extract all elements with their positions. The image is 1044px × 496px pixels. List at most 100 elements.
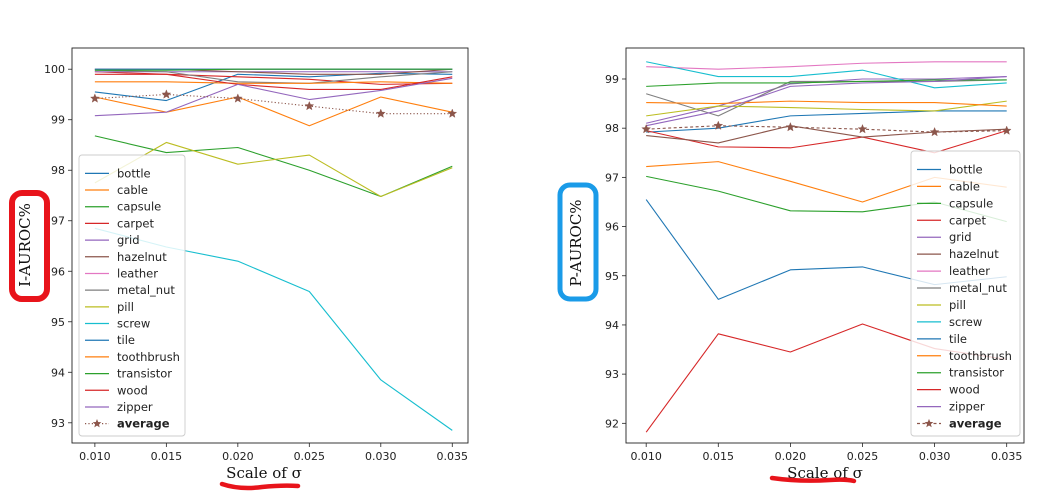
y-tick-label: 97: [605, 171, 619, 184]
average-marker: [641, 124, 652, 134]
x-tick-label: 0.015: [151, 450, 183, 463]
y-tick-label: 95: [51, 316, 65, 329]
legend-label-bottle: bottle: [949, 162, 983, 176]
legend-label-average: average: [949, 417, 1002, 431]
series-line-metal-nut: [646, 79, 1007, 117]
x-tick-label: 0.010: [630, 450, 662, 463]
plot-frame: [71, 47, 469, 444]
ylabel-highlight-box: [557, 182, 599, 302]
legend-label-screw: screw: [117, 317, 150, 331]
x-tick-label: 0.035: [437, 450, 469, 463]
average-marker: [375, 108, 386, 118]
legend: bottle cable capsule carpet grid hazelnut leat…: [910, 150, 1021, 437]
legend-label-transistor: transistor: [117, 367, 172, 381]
series-line-hazelnut: [646, 125, 1007, 144]
y-tick-label: 93: [605, 368, 619, 381]
legend-label-tile: tile: [117, 333, 135, 347]
x-axis-title: Scale of σ: [226, 464, 302, 482]
series-line-toothbrush: [646, 100, 1007, 107]
series-line-transistor: [94, 68, 453, 71]
series-line-bottle: [646, 110, 1007, 133]
y-tick-label: 95: [605, 270, 619, 283]
series-line-leather: [646, 61, 1007, 70]
legend-label-hazelnut: hazelnut: [117, 250, 167, 264]
series-line-pill: [94, 141, 453, 198]
series-line-metal-nut: [94, 69, 453, 84]
legend-label-cable: cable: [949, 179, 980, 193]
legend-label-pill: pill: [949, 298, 966, 312]
y-tick-label: 92: [605, 417, 619, 430]
legend-label-leather: leather: [949, 264, 990, 278]
average-marker: [304, 100, 315, 111]
average-marker: [447, 108, 458, 118]
average-marker: [232, 93, 243, 103]
y-tick-label: 99: [605, 73, 619, 86]
x-tick-label: 0.025: [294, 450, 326, 463]
plot-frame: [625, 47, 1025, 444]
legend-box: [910, 150, 1021, 437]
y-tick-label: 93: [51, 417, 65, 430]
average-marker: [713, 120, 724, 130]
average-marker: [929, 126, 940, 137]
legend-label-tile: tile: [949, 332, 967, 346]
xlabel-underline: [769, 475, 857, 484]
ylabel-highlight-box: [9, 190, 50, 302]
legend-label-metal-nut: metal_nut: [949, 281, 1007, 295]
x-tick-label: 0.020: [222, 450, 254, 463]
legend-label-zipper: zipper: [949, 400, 985, 414]
series-line-transistor: [646, 79, 1007, 87]
x-tick-label: 0.030: [365, 450, 397, 463]
legend-label-capsule: capsule: [949, 196, 993, 210]
y-axis-title: I-AUROC%: [16, 203, 34, 287]
legend-star-marker: [92, 419, 102, 428]
average-marker: [161, 89, 172, 99]
x-tick-label: 0.020: [775, 450, 807, 463]
y-tick-label: 100: [44, 63, 65, 76]
legend-label-cable: cable: [117, 183, 148, 197]
legend-label-wood: wood: [949, 383, 980, 397]
legend-label-transistor: transistor: [949, 366, 1004, 380]
series-line-pill: [646, 100, 1007, 117]
x-tick-label: 0.025: [847, 450, 879, 463]
x-tick-label: 0.030: [919, 450, 951, 463]
legend-label-leather: leather: [117, 266, 158, 280]
legend-label-grid: grid: [117, 233, 140, 247]
legend-label-capsule: capsule: [117, 200, 161, 214]
average-marker: [89, 93, 100, 103]
average-marker: [785, 122, 796, 132]
series-line-average: [94, 93, 453, 115]
legend-label-hazelnut: hazelnut: [949, 247, 999, 261]
legend-label-average: average: [117, 417, 170, 431]
legend-label-carpet: carpet: [117, 216, 154, 230]
legend-label-pill: pill: [117, 300, 134, 314]
y-axis-title: P-AUROC%: [567, 199, 585, 286]
y-tick-label: 98: [51, 164, 65, 177]
series-line-zipper: [646, 75, 1007, 127]
x-tick-label: 0.010: [79, 450, 111, 463]
series-line-zipper: [94, 77, 453, 117]
series-line-screw: [646, 61, 1007, 89]
legend: bottle cable capsule carpet grid hazelnut leat…: [78, 154, 186, 437]
legend-label-toothbrush: toothbrush: [949, 349, 1012, 363]
average-marker: [857, 124, 868, 134]
legend-label-grid: grid: [949, 230, 972, 244]
x-tick-label: 0.015: [703, 450, 735, 463]
y-tick-label: 96: [605, 221, 619, 234]
y-tick-label: 97: [51, 215, 65, 228]
legend-star-marker: [924, 418, 934, 428]
legend-label-screw: screw: [949, 315, 982, 329]
series-line-toothbrush: [94, 81, 453, 84]
legend-label-carpet: carpet: [949, 213, 986, 227]
average-marker: [1001, 125, 1012, 135]
legend-box: [78, 154, 186, 437]
legend-label-metal-nut: metal_nut: [117, 283, 175, 297]
y-tick-label: 98: [605, 122, 619, 135]
x-tick-label: 0.035: [991, 450, 1023, 463]
xlabel-underline: [219, 481, 301, 491]
y-tick-label: 99: [51, 114, 65, 127]
series-line-cable: [94, 96, 453, 127]
y-tick-label: 94: [605, 319, 619, 332]
legend-label-zipper: zipper: [117, 400, 153, 414]
p-auroc-chart: 92 93 94 95 96 97 98 99 0.010 0.015 0.020 0.025 0.03…: [557, 47, 1025, 484]
